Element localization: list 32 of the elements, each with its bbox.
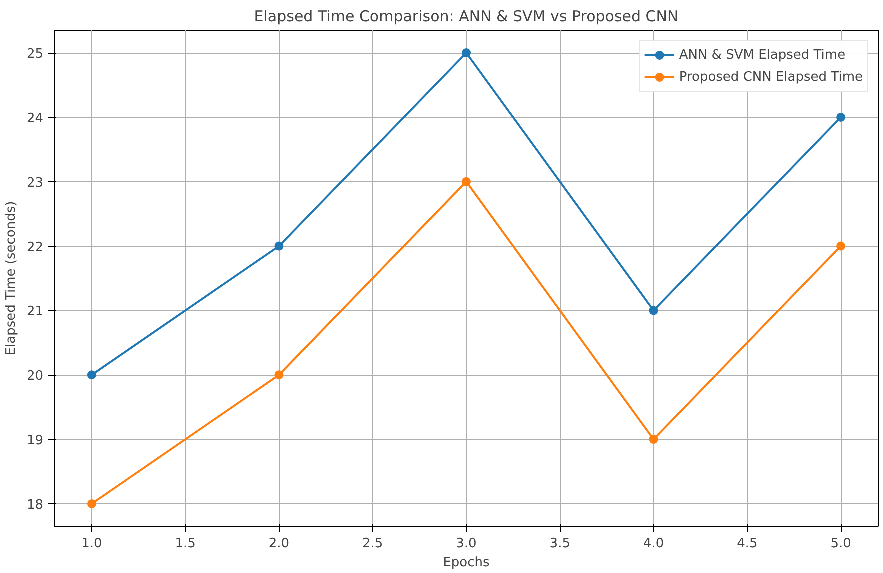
- point: [649, 306, 658, 316]
- chart-title: Elapsed Time Comparison: ANN & SVM vs Proposed CNN: [254, 8, 679, 26]
- point: [649, 435, 658, 444]
- x-tick-label: 2.5: [362, 536, 384, 552]
- x-tick-label: 5.0: [830, 536, 852, 552]
- x-tick-label: 1.5: [175, 536, 196, 552]
- legend-label: ANN & SVM Elapsed Time: [679, 48, 846, 62]
- x-tick-label: 3.0: [456, 536, 477, 552]
- x-tick-label: 4.0: [643, 536, 664, 552]
- y-tick-label: 18: [26, 498, 44, 513]
- y-tick-label: 25: [26, 47, 44, 62]
- point: [274, 242, 284, 251]
- point: [836, 112, 846, 122]
- y-tick-label: 19: [26, 434, 44, 449]
- point: [462, 177, 471, 186]
- x-tick-label: 1.0: [82, 536, 102, 552]
- x-axis-title: Epochs: [443, 556, 490, 570]
- y-tick-label: 22: [26, 240, 44, 256]
- legend-label: Proposed CNN Elapsed Time: [679, 70, 863, 84]
- y-tick-label: 20: [26, 369, 44, 384]
- y-tick-label: 23: [26, 176, 44, 191]
- y-tick-label: 21: [26, 304, 44, 320]
- point: [87, 370, 96, 380]
- x-tick-label: 3.5: [550, 536, 570, 552]
- x-tick-label: 4.5: [737, 536, 758, 552]
- x-tick-label: 2.0: [268, 536, 290, 552]
- point: [87, 499, 96, 508]
- point: [274, 370, 284, 380]
- y-axis-title: Elapsed Time (seconds): [4, 201, 19, 356]
- y-tick-label: 24: [26, 111, 44, 126]
- point: [462, 48, 471, 58]
- point: [836, 242, 846, 251]
